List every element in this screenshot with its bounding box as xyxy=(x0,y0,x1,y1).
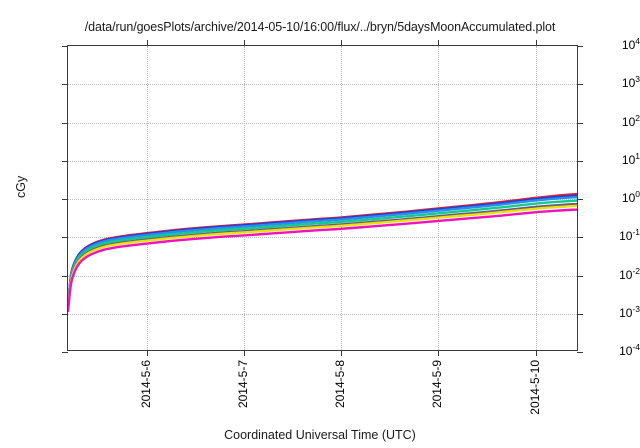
x-axis-tick xyxy=(535,350,537,356)
chart-title: /data/run/goesPlots/archive/2014-05-10/1… xyxy=(84,20,556,34)
x-axis-tick-label: 2014-5-8 xyxy=(333,360,348,409)
x-axis-tick xyxy=(438,40,440,46)
y-axis-tick xyxy=(62,160,68,162)
curve-dodger-blue xyxy=(68,195,577,309)
y-axis-tick xyxy=(577,313,583,315)
y-axis-tick xyxy=(62,313,68,315)
x-axis-label: Coordinated Universal Time (UTC) xyxy=(224,428,416,442)
gridline-horizontal xyxy=(68,122,577,124)
gridline-horizontal xyxy=(68,199,577,200)
gridline-vertical xyxy=(147,46,149,350)
x-axis-tick-label: 2014-5-9 xyxy=(430,360,445,409)
y-axis-tick-label: 10-1 xyxy=(619,227,640,244)
x-axis-tick xyxy=(341,350,343,356)
y-axis-tick-label: 103 xyxy=(621,74,640,91)
gridline-vertical xyxy=(341,46,343,350)
x-axis-tick-label: 2014-5-7 xyxy=(236,360,251,409)
y-axis-tick-label: 104 xyxy=(621,36,640,52)
x-axis-tick xyxy=(341,40,343,46)
y-axis-tick xyxy=(577,199,583,200)
y-axis-tick-label: 101 xyxy=(621,150,640,167)
y-axis-tick xyxy=(577,84,583,86)
y-axis-tick xyxy=(62,122,68,124)
gridline-horizontal xyxy=(68,275,577,277)
y-axis-tick xyxy=(577,237,583,239)
y-axis-tick xyxy=(62,352,68,353)
y-axis-tick-label: 100 xyxy=(621,189,640,205)
y-axis-tick xyxy=(62,199,68,200)
y-axis-tick-label: 10-2 xyxy=(619,265,640,282)
y-axis-tick xyxy=(577,275,583,277)
y-axis-tick xyxy=(577,122,583,124)
gridline-vertical xyxy=(438,46,440,350)
y-axis-tick xyxy=(577,46,583,47)
gridline-horizontal xyxy=(68,84,577,86)
x-axis-tick-label: 2014-5-10 xyxy=(527,360,542,415)
x-axis-tick-label: 2014-5-6 xyxy=(139,360,154,409)
curve-magenta xyxy=(68,208,577,313)
x-axis-tick xyxy=(244,40,246,46)
gridline-horizontal xyxy=(68,160,577,162)
y-axis-tick xyxy=(577,160,583,162)
y-axis-tick-label: 10-3 xyxy=(619,303,640,320)
gridline-horizontal xyxy=(68,313,577,315)
y-axis-tick xyxy=(62,84,68,86)
y-axis-tick xyxy=(62,275,68,277)
x-axis-tick xyxy=(147,350,149,356)
y-axis-tick xyxy=(577,352,583,353)
x-axis-tick xyxy=(244,350,246,356)
plot-inner xyxy=(68,46,577,350)
y-axis-tick-label: 102 xyxy=(621,112,640,129)
y-axis-tick-label: 10-4 xyxy=(619,342,640,358)
plot-area xyxy=(62,40,583,356)
y-axis-tick xyxy=(62,46,68,47)
y-axis-label: cGy xyxy=(14,175,28,198)
gridline-vertical xyxy=(244,46,246,350)
gridline-horizontal xyxy=(68,237,577,239)
data-curves xyxy=(68,192,577,313)
curve-yellow xyxy=(68,204,577,311)
y-axis-tick xyxy=(62,237,68,239)
x-axis-tick xyxy=(535,40,537,46)
x-axis-tick xyxy=(438,350,440,356)
x-axis-tick xyxy=(147,40,149,46)
curve-spring-green xyxy=(68,199,577,310)
